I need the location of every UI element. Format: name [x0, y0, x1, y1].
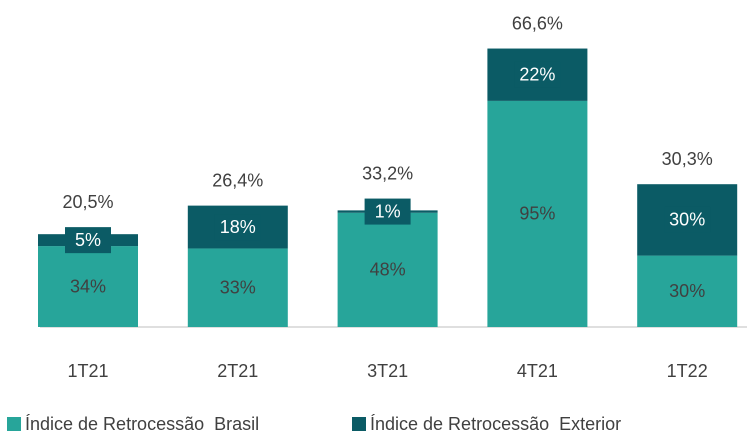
data-label: 22% — [519, 64, 555, 84]
legend-swatch — [352, 417, 366, 431]
total-label: 20,5% — [62, 192, 113, 212]
label-box — [514, 61, 561, 88]
bar-segment — [337, 212, 438, 327]
x-tick-label: 3T21 — [367, 361, 408, 381]
bar-segment — [637, 255, 738, 327]
total-label: 33,2% — [362, 163, 413, 183]
bar-segment — [487, 100, 588, 328]
data-label: 30% — [669, 281, 705, 301]
data-label: 95% — [519, 204, 555, 224]
data-label: 48% — [370, 260, 406, 280]
x-tick-label: 1T21 — [67, 361, 108, 381]
data-label: 18% — [220, 217, 256, 237]
legend-label: Índice de Retrocessão Exterior — [370, 414, 621, 434]
bar-segment — [187, 248, 288, 327]
total-label: 26,4% — [212, 170, 263, 190]
label-box — [664, 206, 711, 233]
x-tick-label: 4T21 — [517, 361, 558, 381]
data-label: 34% — [70, 276, 106, 296]
label-box — [65, 227, 111, 254]
legend-swatch — [7, 417, 21, 431]
label-box — [364, 198, 411, 225]
total-label: 66,6% — [512, 13, 563, 33]
total-label: 30,3% — [662, 149, 713, 169]
legend-label: Índice de Retrocessão Brasil — [25, 414, 259, 434]
label-box — [214, 214, 261, 241]
data-label: 5% — [75, 230, 101, 250]
data-label: 30% — [669, 210, 705, 230]
x-tick-label: 1T22 — [667, 361, 708, 381]
bar-segment — [38, 246, 138, 327]
data-label: 33% — [220, 277, 256, 297]
data-label: 1% — [375, 201, 401, 221]
x-tick-label: 2T21 — [217, 361, 258, 381]
